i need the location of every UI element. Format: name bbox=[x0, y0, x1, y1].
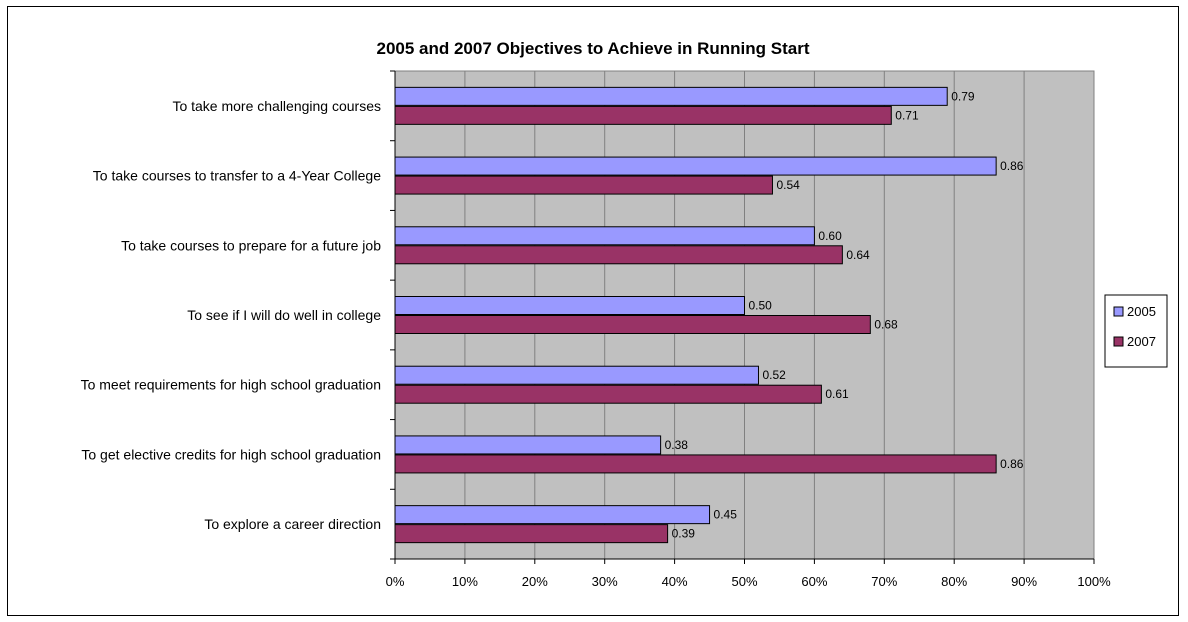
x-tick-label: 20% bbox=[522, 574, 548, 589]
data-label: 0.50 bbox=[749, 299, 773, 313]
data-label: 0.45 bbox=[714, 508, 738, 522]
legend: 2005 2007 bbox=[1104, 294, 1168, 368]
data-label: 0.86 bbox=[1000, 457, 1024, 471]
data-label: 0.54 bbox=[776, 178, 800, 192]
bar-2007 bbox=[394, 315, 871, 334]
bar-2005 bbox=[394, 226, 815, 246]
bar-2005 bbox=[394, 156, 997, 176]
data-label: 0.86 bbox=[1000, 159, 1024, 173]
x-tick-label: 40% bbox=[662, 574, 688, 589]
bar-2005 bbox=[394, 365, 759, 385]
category-label: To take courses to prepare for a future … bbox=[121, 237, 381, 253]
legend-label: 2005 bbox=[1127, 304, 1156, 319]
category-label: To take more challenging courses bbox=[172, 98, 381, 114]
data-label: 0.60 bbox=[818, 229, 842, 243]
x-tick-label: 30% bbox=[592, 574, 618, 589]
bar-2005 bbox=[394, 86, 948, 106]
bar-2007 bbox=[394, 105, 892, 125]
bar-2007 bbox=[394, 524, 669, 544]
chart-title: 2005 and 2007 Objectives to Achieve in R… bbox=[376, 39, 809, 58]
x-tick-label: 60% bbox=[801, 574, 827, 589]
legend-swatch bbox=[1113, 336, 1124, 347]
bar-2005 bbox=[394, 435, 662, 455]
category-label: To get elective credits for high school … bbox=[81, 446, 381, 462]
data-label: 0.39 bbox=[672, 527, 696, 541]
category-label: To see if I will do well in college bbox=[187, 307, 381, 323]
bar-2007 bbox=[394, 245, 843, 265]
x-tick-label: 10% bbox=[452, 574, 478, 589]
data-label: 0.38 bbox=[665, 438, 689, 452]
x-tick-label: 70% bbox=[871, 574, 897, 589]
x-tick-label: 100% bbox=[1077, 574, 1111, 589]
category-label: To meet requirements for high school gra… bbox=[81, 377, 381, 393]
data-label: 0.79 bbox=[951, 89, 975, 103]
data-label: 0.52 bbox=[762, 368, 786, 382]
plot-area: 0% 10% 20% 30% 40% 50% 60% 70% 80% 90% 100% To take… bbox=[81, 70, 1111, 589]
x-tick-label: 90% bbox=[1011, 574, 1037, 589]
x-tick-label: 0% bbox=[386, 574, 405, 589]
data-label: 0.71 bbox=[895, 108, 919, 122]
bar-2005 bbox=[394, 296, 745, 315]
legend-swatch bbox=[1113, 306, 1124, 317]
category-label: To take courses to transfer to a 4-Year … bbox=[93, 168, 381, 184]
bar-2007 bbox=[394, 454, 997, 474]
bar-2007 bbox=[394, 384, 822, 404]
bar-chart: 2005 and 2007 Objectives to Achieve in R… bbox=[81, 39, 1168, 589]
data-label: 0.61 bbox=[825, 387, 849, 401]
x-tick-label: 50% bbox=[731, 574, 757, 589]
bar-2005 bbox=[394, 505, 711, 525]
data-label: 0.68 bbox=[874, 318, 898, 332]
x-tick-label: 80% bbox=[941, 574, 967, 589]
bar-2007 bbox=[394, 175, 773, 195]
category-label: To explore a career direction bbox=[204, 516, 381, 532]
data-label: 0.64 bbox=[846, 248, 870, 262]
legend-label: 2007 bbox=[1127, 334, 1156, 349]
chart-container: 2005 and 2007 Objectives to Achieve in R… bbox=[7, 6, 1179, 616]
